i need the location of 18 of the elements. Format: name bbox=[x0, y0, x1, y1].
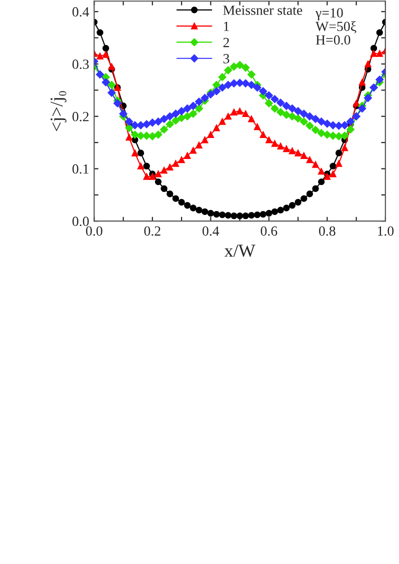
annotation: γ=10 W=50ξ H=0.0 bbox=[316, 8, 356, 45]
legend-label: Meissner state bbox=[223, 6, 302, 15]
x-tick-label: 0.8 bbox=[319, 226, 336, 236]
y-tick-label: 0.3 bbox=[72, 60, 89, 69]
y-tick-label: 0.4 bbox=[72, 7, 90, 17]
x-tick-label: 0.4 bbox=[202, 226, 220, 236]
y-tick-label: 0.2 bbox=[72, 112, 89, 122]
y-tick-label: 0.1 bbox=[72, 164, 88, 174]
legend-label: 3 bbox=[223, 54, 230, 64]
y-tick-label: 0.0 bbox=[72, 216, 89, 226]
x-axis-title: x/W bbox=[224, 244, 256, 257]
x-tick-label: 1.0 bbox=[378, 226, 394, 236]
legend-label: 1 bbox=[224, 22, 229, 31]
legend-label: 2 bbox=[223, 38, 229, 48]
x-tick-label: 0.0 bbox=[86, 226, 102, 236]
x-tick-label: 0.6 bbox=[260, 226, 278, 236]
x-tick-label: 0.2 bbox=[144, 226, 160, 236]
y-axis-title: <j>/j₀ bbox=[50, 91, 66, 132]
